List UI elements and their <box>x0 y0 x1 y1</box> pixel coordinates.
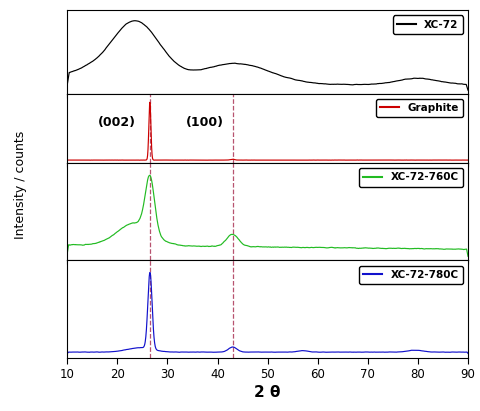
Legend: XC-72-760C: XC-72-760C <box>359 168 463 187</box>
Text: (100): (100) <box>186 116 224 129</box>
Legend: Graphite: Graphite <box>376 99 463 117</box>
X-axis label: 2 θ: 2 θ <box>254 385 281 400</box>
Text: Intensity / counts: Intensity / counts <box>14 131 27 239</box>
Legend: XC-72: XC-72 <box>393 16 463 34</box>
Text: (002): (002) <box>98 116 136 129</box>
Legend: XC-72-780C: XC-72-780C <box>359 266 463 284</box>
